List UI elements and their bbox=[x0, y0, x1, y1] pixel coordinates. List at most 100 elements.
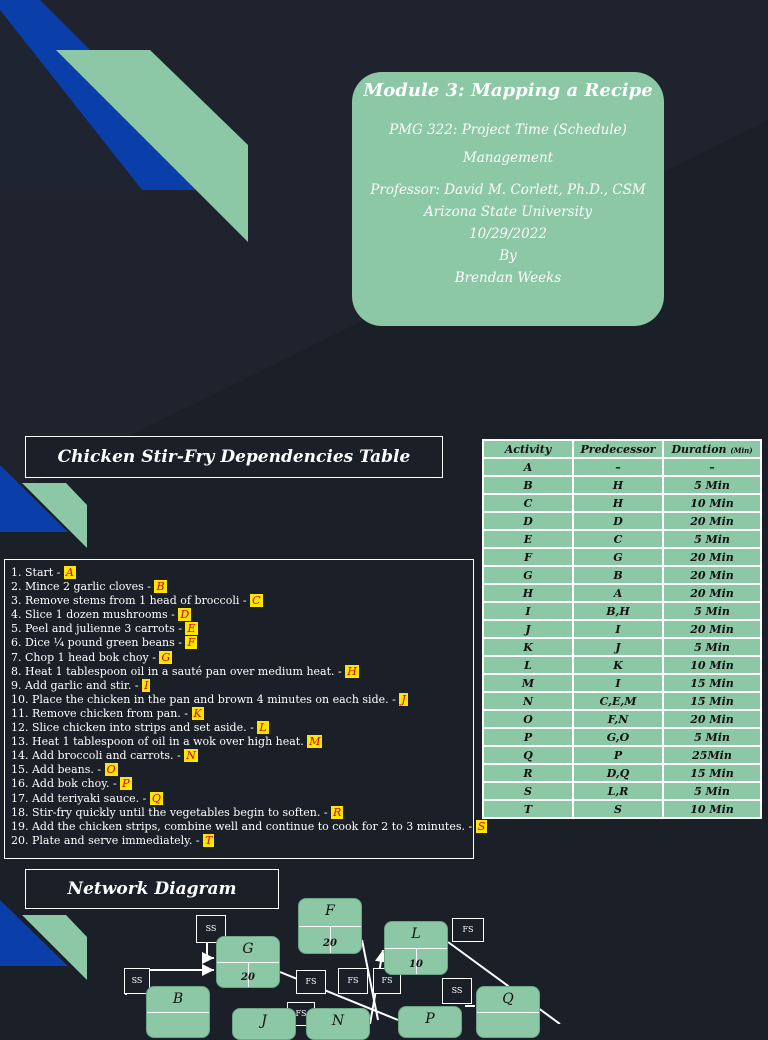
cell-activity: B bbox=[484, 477, 572, 493]
cell-duration: 15 Min bbox=[664, 765, 760, 781]
cell-predecessor: J bbox=[574, 639, 662, 655]
list-item: 6. Dice ¼ pound green beans - F bbox=[11, 636, 473, 650]
cell-duration: 10 Min bbox=[664, 495, 760, 511]
cell-duration: 5 Min bbox=[664, 477, 760, 493]
table-row: T S 10 Min bbox=[484, 801, 760, 817]
title-card: Module 3: Mapping a Recipe PMG 322: Proj… bbox=[352, 72, 664, 326]
cell-duration: 20 Min bbox=[664, 549, 760, 565]
step-text: 10. Place the chicken in the pan and bro… bbox=[11, 692, 400, 706]
list-item: 13. Heat 1 tablespoon of oil in a wok ov… bbox=[11, 735, 473, 749]
step-text: 3. Remove stems from 1 head of broccoli … bbox=[11, 594, 251, 608]
step-activity-tag: T bbox=[203, 833, 215, 847]
node-g: G 20 bbox=[216, 936, 280, 988]
step-text: 11. Remove chicken from pan. - bbox=[11, 706, 192, 720]
cell-predecessor: G,O bbox=[574, 729, 662, 745]
cell-activity: J bbox=[484, 621, 572, 637]
table-row: S L,R 5 Min bbox=[484, 783, 760, 799]
step-activity-tag: C bbox=[250, 594, 263, 608]
cell-activity: I bbox=[484, 603, 572, 619]
step-text: 1. Start - bbox=[11, 566, 64, 579]
cell-activity: R bbox=[484, 765, 572, 781]
recipe-steps: 1. Start - A 2. Mince 2 garlic cloves - B… bbox=[4, 559, 488, 859]
step-activity-tag: R bbox=[331, 805, 344, 819]
node-n: N bbox=[306, 1008, 370, 1040]
link-label-ss: SS bbox=[124, 968, 150, 994]
cell-activity: G bbox=[484, 567, 572, 583]
cell-duration: 5 Min bbox=[664, 603, 760, 619]
step-text: 9. Add garlic and stir. - bbox=[11, 678, 143, 692]
dependencies-title: Chicken Stir-Fry Dependencies Table bbox=[25, 436, 443, 478]
dependencies-table: Activity Predecessor Duration (Min) A – – B… bbox=[482, 439, 762, 819]
list-item: 8. Heat 1 tablespoon oil in a sauté pan … bbox=[11, 664, 473, 679]
list-item: 19. Add the chicken strips, combine well… bbox=[11, 819, 488, 834]
cell-predecessor: P bbox=[574, 747, 662, 763]
list-item: 10. Place the chicken in the pan and bro… bbox=[11, 692, 473, 707]
step-activity-tag: N bbox=[184, 749, 198, 763]
list-item: 11. Remove chicken from pan. - K bbox=[11, 706, 473, 721]
step-text: 18. Stir-fry quickly until the vegetable… bbox=[11, 805, 332, 819]
header-activity: Activity bbox=[484, 441, 572, 457]
header-predecessor: Predecessor bbox=[574, 441, 662, 457]
cell-activity: L bbox=[484, 657, 572, 673]
cell-predecessor: S bbox=[574, 801, 662, 817]
list-item: 7. Chop 1 head bok choy - G bbox=[11, 650, 473, 665]
list-item: 2. Mince 2 garlic cloves - B bbox=[11, 580, 473, 594]
module-title: Module 3: Mapping a Recipe bbox=[363, 80, 653, 101]
step-activity-tag: B bbox=[154, 580, 167, 594]
cell-predecessor: C,E,M bbox=[574, 693, 662, 709]
cell-predecessor: B bbox=[574, 567, 662, 583]
cell-predecessor: C bbox=[574, 531, 662, 547]
table-row: L K 10 Min bbox=[484, 657, 760, 673]
cell-duration: 5 Min bbox=[664, 729, 760, 745]
step-activity-tag: J bbox=[399, 692, 408, 706]
step-text: 17. Add teriyaki sauce. - bbox=[11, 791, 150, 805]
cell-duration: 10 Min bbox=[664, 801, 760, 817]
step-text: 12. Slice chicken into strips and set as… bbox=[11, 721, 258, 735]
table-row: F G 20 Min bbox=[484, 549, 760, 565]
cell-duration: 20 Min bbox=[664, 567, 760, 583]
list-item: 17. Add teriyaki sauce. - Q bbox=[11, 791, 473, 806]
step-text: 13. Heat 1 tablespoon of oil in a wok ov… bbox=[11, 735, 308, 749]
cell-predecessor: K bbox=[574, 657, 662, 673]
table-row: M I 15 Min bbox=[484, 675, 760, 691]
list-item: 18. Stir-fry quickly until the vegetable… bbox=[11, 805, 473, 820]
step-activity-tag: D bbox=[178, 608, 192, 622]
node-j: J bbox=[232, 1008, 296, 1040]
table-row: N C,E,M 15 Min bbox=[484, 693, 760, 709]
course-line-1: PMG 322: Project Time (Schedule) bbox=[389, 122, 627, 138]
step-activity-tag: H bbox=[345, 664, 359, 678]
step-text: 8. Heat 1 tablespoon oil in a sauté pan … bbox=[11, 664, 346, 678]
cell-activity: S bbox=[484, 783, 572, 799]
table-row: C H 10 Min bbox=[484, 495, 760, 511]
cell-activity: N bbox=[484, 693, 572, 709]
step-activity-tag: K bbox=[191, 706, 204, 720]
link-label-ss: SS bbox=[442, 978, 472, 1004]
step-text: 4. Slice 1 dozen mushrooms - bbox=[11, 608, 179, 622]
professor: Professor: David M. Corlett, Ph.D., CSM bbox=[370, 182, 646, 198]
cell-predecessor: H bbox=[574, 495, 662, 511]
cell-activity: F bbox=[484, 549, 572, 565]
cell-predecessor: D bbox=[574, 513, 662, 529]
step-text: 6. Dice ¼ pound green beans - bbox=[11, 636, 186, 650]
cell-activity: O bbox=[484, 711, 572, 727]
step-activity-tag: E bbox=[185, 622, 198, 636]
cell-activity: Q bbox=[484, 747, 572, 763]
node-l: L 10 bbox=[384, 921, 448, 975]
step-text: 7. Chop 1 head bok choy - bbox=[11, 650, 160, 664]
step-text: 14. Add broccoli and carrots. - bbox=[11, 749, 185, 763]
cell-activity: C bbox=[484, 495, 572, 511]
step-activity-tag: M bbox=[307, 735, 323, 749]
cell-duration: 25Min bbox=[664, 747, 760, 763]
step-activity-tag: G bbox=[159, 650, 173, 664]
cell-predecessor: D,Q bbox=[574, 765, 662, 781]
table-row: Q P 25Min bbox=[484, 747, 760, 763]
cell-predecessor: G bbox=[574, 549, 662, 565]
cell-activity: K bbox=[484, 639, 572, 655]
university: Arizona State University bbox=[424, 204, 592, 220]
header-duration: Duration (Min) bbox=[664, 441, 760, 457]
table-row: G B 20 Min bbox=[484, 567, 760, 583]
cell-duration: 20 Min bbox=[664, 711, 760, 727]
cell-predecessor: A bbox=[574, 585, 662, 601]
cell-activity: T bbox=[484, 801, 572, 817]
